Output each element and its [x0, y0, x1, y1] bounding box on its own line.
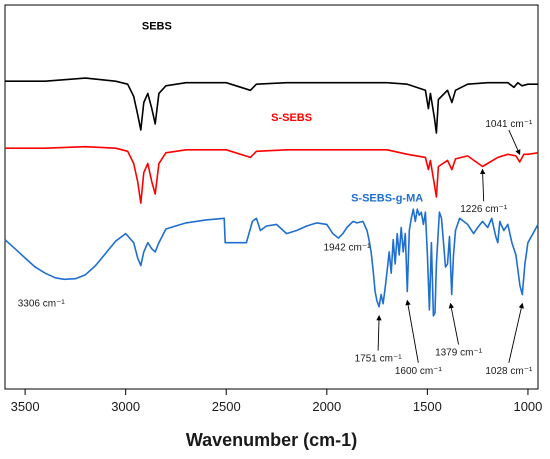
annotation-label: 1041 cm⁻¹ — [485, 119, 533, 130]
annotation-arrow — [508, 129, 521, 156]
series-layer: SEBS S-SEBS S-SEBS-g-MA — [4, 20, 539, 317]
annotation-label: 1600 cm⁻¹ — [395, 366, 443, 377]
annotation-label: 1028 cm⁻¹ — [485, 366, 533, 377]
series-label-s-sebs-g-ma: S-SEBS-g-MA — [351, 193, 423, 205]
x-tick-label: 1000 — [513, 399, 542, 414]
annotation-label: 1751 cm⁻¹ — [355, 354, 403, 365]
annotation-arrow — [479, 168, 486, 202]
series-line-s-sebs — [5, 145, 539, 204]
annotation-label: 1226 cm⁻¹ — [460, 204, 508, 215]
annotation-arrow — [448, 302, 459, 345]
x-tick-label: 2000 — [312, 399, 341, 414]
series-line-sebs — [5, 77, 538, 134]
x-tick-label: 1500 — [413, 399, 442, 414]
x-tick-label: 3500 — [11, 399, 40, 414]
series-label-s-sebs: S-SEBS — [271, 112, 312, 124]
annotation-arrow — [508, 302, 524, 363]
x-tick-label: 2500 — [212, 399, 241, 414]
plot-frame — [4, 4, 539, 390]
x-axis: 3500 3000 2500 2000 1500 1000 — [11, 389, 542, 414]
annotation-label: 1942 cm⁻¹ — [323, 242, 371, 253]
annotation-label: 3306 cm⁻¹ — [18, 299, 66, 310]
series-line-s-sebs-g-ma — [4, 208, 539, 317]
annotation-arrow — [376, 314, 382, 351]
x-axis-title: Wavenumber (cm-1) — [186, 430, 357, 450]
annotation-label: 1379 cm⁻¹ — [435, 347, 483, 358]
series-label-sebs: SEBS — [142, 20, 172, 32]
annotation-layer: 1041 cm⁻¹ 1226 cm⁻¹ 3306 cm⁻¹ 1942 cm⁻¹ 1751… — [18, 119, 533, 377]
annotation-arrow — [405, 299, 419, 363]
x-tick-label: 3000 — [111, 399, 140, 414]
